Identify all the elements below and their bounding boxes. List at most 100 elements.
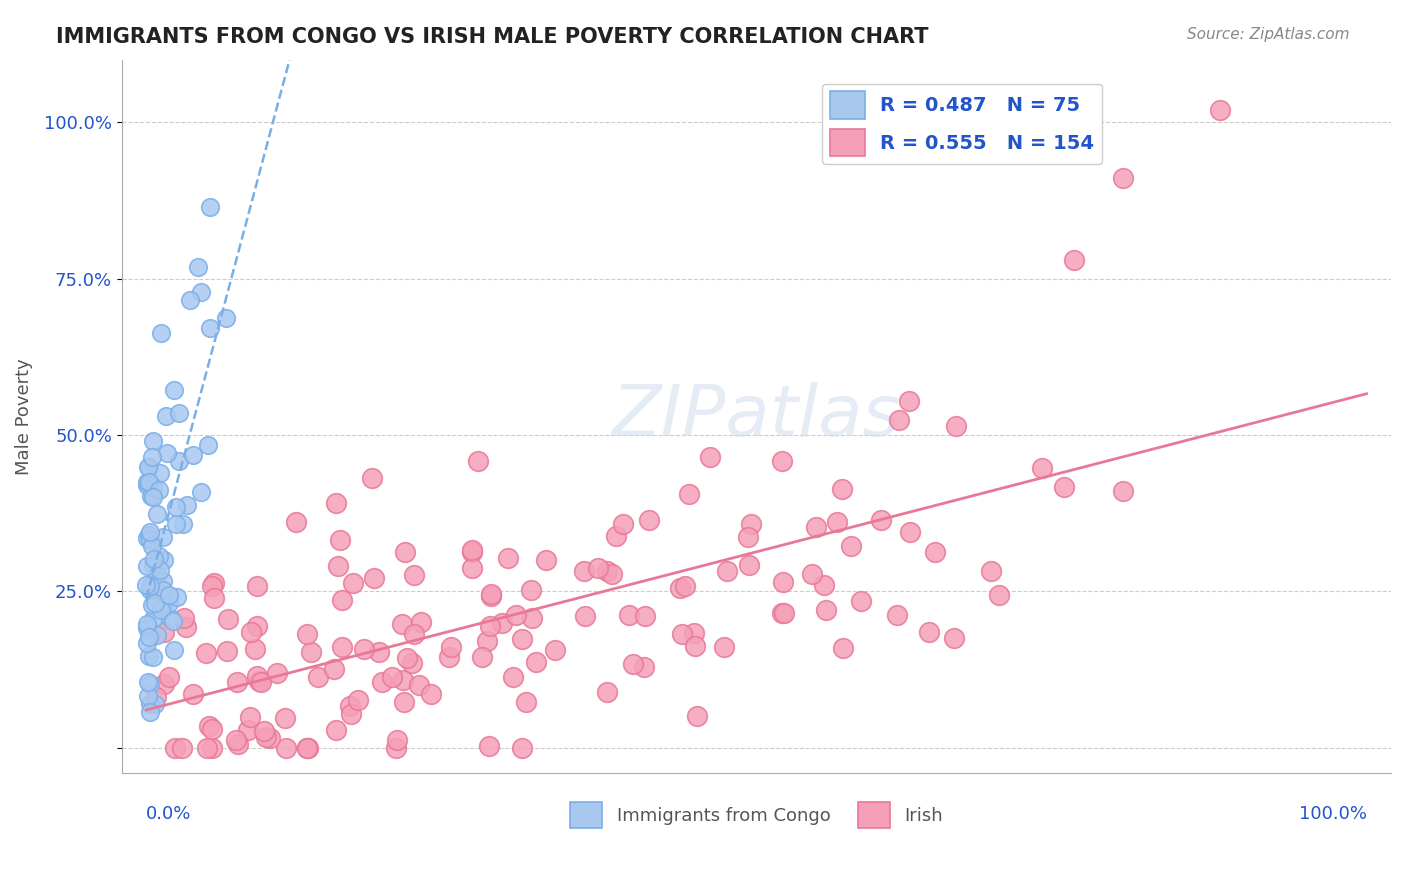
Point bbox=[409, 615, 432, 629]
Point bbox=[138, 528, 160, 542]
Point bbox=[246, 669, 269, 683]
Point bbox=[200, 201, 222, 215]
Point bbox=[353, 641, 375, 656]
Point bbox=[467, 453, 489, 467]
Point bbox=[194, 646, 217, 660]
Point bbox=[367, 645, 389, 659]
Point bbox=[157, 596, 180, 610]
Point bbox=[461, 545, 484, 559]
Point bbox=[136, 675, 159, 690]
Point bbox=[510, 632, 533, 646]
Point bbox=[1111, 171, 1133, 186]
Point bbox=[284, 515, 307, 529]
Point bbox=[295, 627, 318, 641]
Point bbox=[479, 589, 502, 603]
Legend: Immigrants from Congo, Irish: Immigrants from Congo, Irish bbox=[562, 795, 950, 835]
Point bbox=[408, 678, 430, 692]
Point bbox=[385, 732, 408, 747]
Point bbox=[325, 496, 347, 510]
Point bbox=[138, 459, 160, 474]
Point bbox=[297, 740, 319, 755]
Y-axis label: Male Poverty: Male Poverty bbox=[15, 358, 32, 475]
Point bbox=[249, 674, 271, 689]
Point bbox=[1053, 479, 1076, 493]
Point bbox=[195, 740, 218, 755]
Point bbox=[166, 516, 188, 531]
Point bbox=[136, 478, 159, 492]
Point bbox=[139, 582, 162, 597]
Point bbox=[887, 412, 910, 426]
Point bbox=[155, 409, 177, 423]
Point bbox=[713, 640, 735, 654]
Point bbox=[815, 603, 838, 617]
Point bbox=[143, 551, 166, 566]
Point bbox=[162, 614, 184, 628]
Point bbox=[254, 730, 277, 744]
Point bbox=[167, 453, 190, 467]
Point bbox=[772, 454, 794, 468]
Point bbox=[322, 662, 344, 676]
Point bbox=[190, 285, 212, 300]
Point bbox=[886, 607, 908, 622]
Point bbox=[202, 576, 225, 591]
Point bbox=[167, 406, 190, 420]
Point bbox=[524, 655, 547, 669]
Point bbox=[190, 484, 212, 499]
Point bbox=[638, 513, 661, 527]
Point bbox=[145, 690, 167, 704]
Point bbox=[138, 648, 160, 663]
Point bbox=[391, 617, 413, 632]
Point bbox=[135, 578, 157, 592]
Point bbox=[600, 567, 623, 582]
Point bbox=[340, 707, 363, 722]
Point bbox=[246, 619, 269, 633]
Point bbox=[166, 590, 188, 604]
Point bbox=[498, 551, 520, 566]
Point bbox=[605, 529, 627, 543]
Point bbox=[699, 450, 721, 464]
Point bbox=[172, 516, 194, 531]
Point bbox=[136, 531, 159, 545]
Point bbox=[612, 517, 634, 532]
Point bbox=[139, 677, 162, 691]
Point bbox=[243, 641, 266, 656]
Point bbox=[1209, 103, 1232, 117]
Point bbox=[152, 574, 174, 589]
Point bbox=[943, 632, 966, 646]
Point bbox=[266, 665, 288, 680]
Point bbox=[401, 656, 423, 670]
Point bbox=[1031, 460, 1053, 475]
Point bbox=[136, 558, 159, 573]
Point bbox=[201, 722, 224, 736]
Point bbox=[141, 598, 163, 612]
Point bbox=[198, 321, 221, 335]
Point bbox=[187, 260, 209, 275]
Point bbox=[800, 567, 823, 582]
Point bbox=[491, 616, 513, 631]
Point bbox=[329, 533, 352, 548]
Point bbox=[156, 445, 179, 459]
Point bbox=[520, 611, 543, 625]
Point bbox=[839, 539, 862, 553]
Point bbox=[139, 705, 162, 719]
Point bbox=[173, 611, 195, 625]
Point bbox=[142, 612, 165, 626]
Point bbox=[520, 582, 543, 597]
Point bbox=[510, 740, 533, 755]
Point bbox=[479, 586, 502, 600]
Point bbox=[274, 740, 297, 755]
Point bbox=[737, 530, 759, 544]
Point bbox=[136, 690, 159, 704]
Point bbox=[325, 723, 347, 738]
Point bbox=[621, 657, 644, 672]
Point bbox=[534, 553, 557, 567]
Point bbox=[149, 326, 172, 340]
Text: ZIPatlas: ZIPatlas bbox=[612, 382, 901, 450]
Point bbox=[385, 740, 408, 755]
Point bbox=[181, 687, 204, 701]
Point bbox=[363, 571, 385, 585]
Point bbox=[139, 533, 162, 548]
Point bbox=[274, 711, 297, 725]
Point bbox=[669, 581, 692, 595]
Point bbox=[574, 608, 596, 623]
